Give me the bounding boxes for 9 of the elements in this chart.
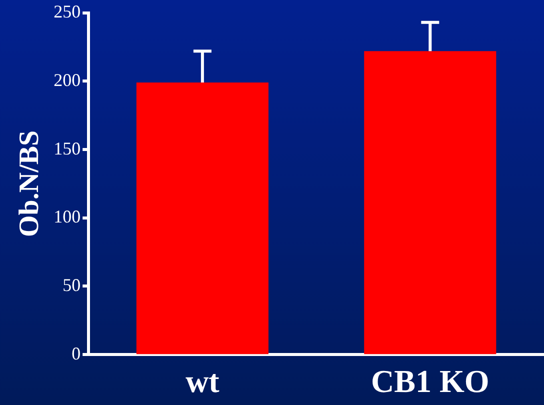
y-tick-label: 50 xyxy=(62,274,81,295)
y-tick-label: 0 xyxy=(72,343,81,364)
y-tick-label: 150 xyxy=(54,138,81,158)
y-tick-label: 100 xyxy=(54,206,81,227)
y-axis-title: Ob.N/BS xyxy=(14,130,46,238)
y-tick-label: 250 xyxy=(54,2,81,22)
x-tick-label: wt xyxy=(186,363,220,400)
y-tick-label: 200 xyxy=(54,70,81,90)
x-tick-label: CB1 KO xyxy=(371,363,490,400)
